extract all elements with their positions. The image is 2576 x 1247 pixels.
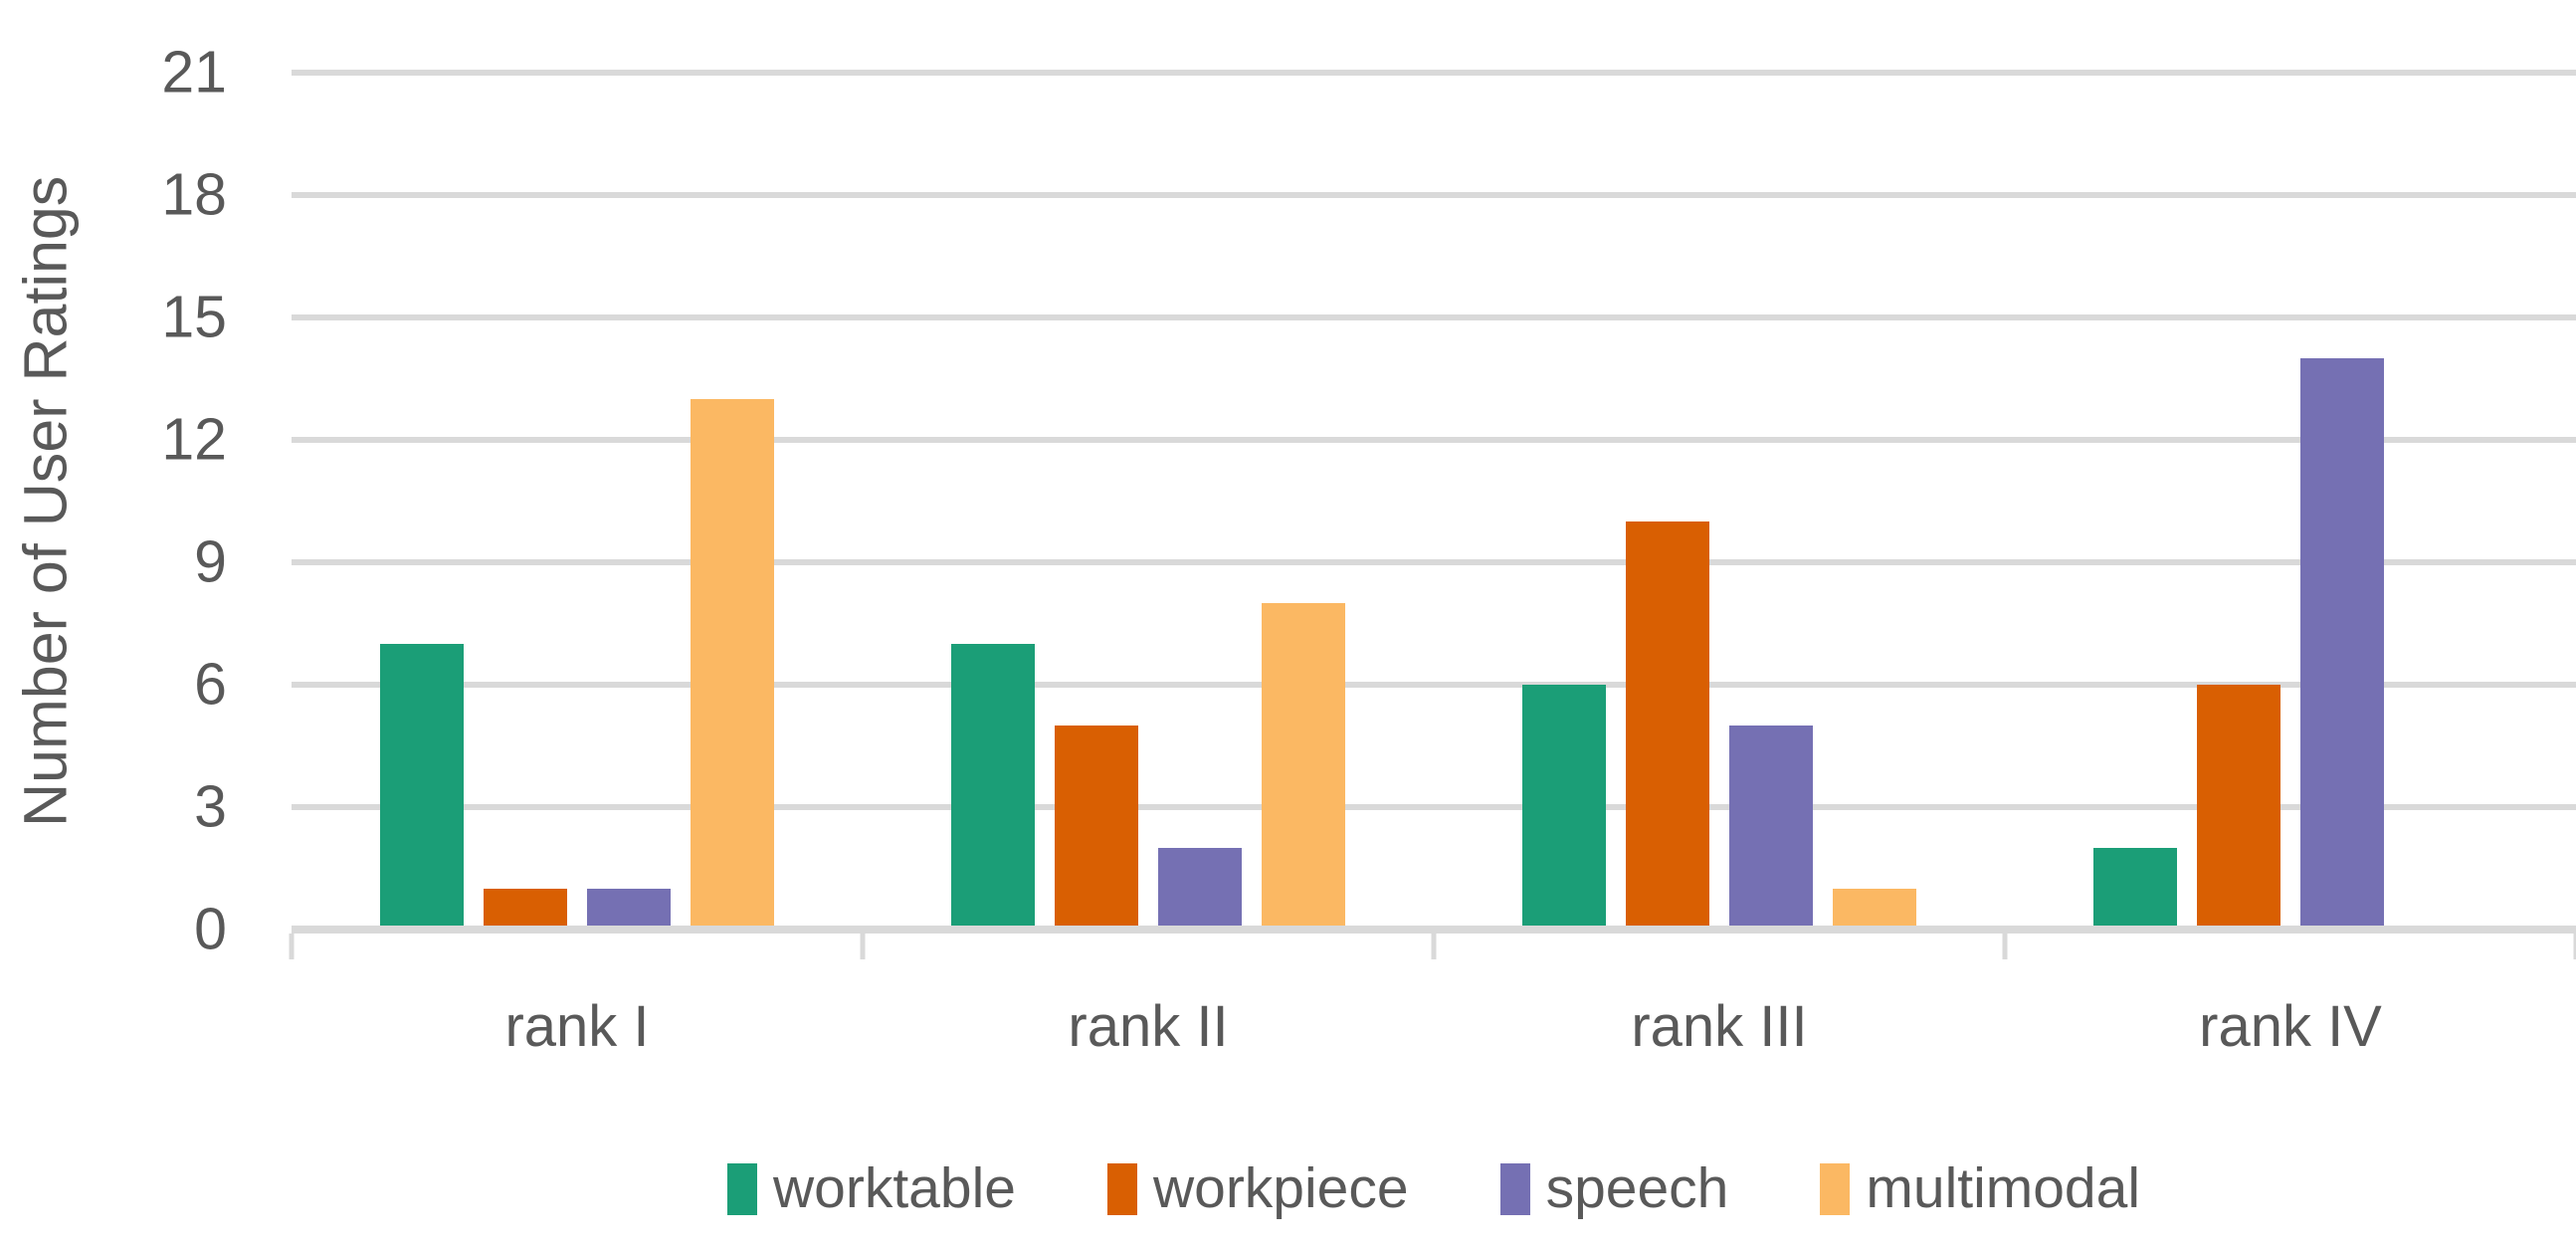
plot-area xyxy=(289,70,2576,959)
y-tick-label-6: 6 xyxy=(194,651,227,718)
category-group-rank-I xyxy=(292,73,863,930)
category-group-rank-III xyxy=(1434,73,2005,930)
bar-multimodal-rank-I xyxy=(691,399,775,930)
gridline-18 xyxy=(292,192,2576,198)
bar-workpiece-rank-II xyxy=(1054,726,1138,930)
legend-item-worktable: worktable xyxy=(727,1160,1016,1217)
legend-swatch-speech xyxy=(1499,1162,1530,1215)
bar-workpiece-rank-IV xyxy=(2196,685,2280,930)
gridline-3 xyxy=(292,804,2576,810)
bar-workpiece-rank-I xyxy=(483,889,567,930)
legend-label-speech: speech xyxy=(1545,1156,1729,1220)
x-axis-tick xyxy=(1431,934,1437,959)
legend-item-speech: speech xyxy=(1499,1156,1729,1220)
x-axis-tick xyxy=(860,934,866,959)
y-tick-label-3: 3 xyxy=(194,773,227,840)
x-axis-category-labels: rank I rank II rank III rank IV xyxy=(292,995,2576,1075)
gridline-9 xyxy=(292,559,2576,565)
gridline-21 xyxy=(292,70,2576,76)
legend-swatch-workpiece xyxy=(1106,1162,1137,1215)
legend-item-multimodal: multimodal xyxy=(1820,1160,2140,1217)
x-category-label-rank-III: rank III xyxy=(1631,994,1808,1059)
category-group-rank-IV xyxy=(2005,73,2576,930)
y-tick-label-21: 21 xyxy=(161,39,227,105)
x-axis-tick xyxy=(2002,934,2008,959)
bar-worktable-rank-I xyxy=(379,644,464,930)
x-category-label-rank-IV: rank IV xyxy=(2199,994,2382,1059)
y-tick-label-12: 12 xyxy=(161,406,227,473)
legend-swatch-worktable xyxy=(727,1162,757,1215)
legend-label-multimodal: multimodal xyxy=(1866,1156,2140,1220)
gridline-12 xyxy=(292,437,2576,443)
bar-worktable-rank-II xyxy=(950,644,1035,930)
bar-worktable-rank-IV xyxy=(2092,848,2177,930)
bar-speech-rank-IV xyxy=(2300,358,2385,930)
x-axis-line xyxy=(292,926,2576,934)
y-tick-label-0: 0 xyxy=(194,896,227,962)
bar-multimodal-rank-II xyxy=(1262,603,1346,930)
gridline-6 xyxy=(292,682,2576,688)
gridline-15 xyxy=(292,314,2576,320)
x-axis-tick xyxy=(289,934,295,959)
y-tick-label-15: 15 xyxy=(161,284,227,350)
bar-multimodal-rank-III xyxy=(1833,889,1917,930)
y-tick-label-9: 9 xyxy=(194,528,227,595)
x-category-label-rank-I: rank I xyxy=(504,994,650,1059)
bar-speech-rank-II xyxy=(1158,848,1243,930)
y-axis-tick-labels: 0 3 6 9 12 15 18 21 xyxy=(0,43,227,958)
bar-speech-rank-III xyxy=(1729,726,1814,930)
bar-workpiece-rank-III xyxy=(1625,521,1709,930)
bar-worktable-rank-III xyxy=(1521,685,1606,930)
legend-item-workpiece: workpiece xyxy=(1106,1156,1409,1220)
y-tick-label-18: 18 xyxy=(161,161,227,228)
bar-speech-rank-I xyxy=(587,889,672,930)
legend-swatch-multimodal xyxy=(1820,1162,1851,1215)
legend-label-worktable: worktable xyxy=(773,1156,1016,1220)
x-category-label-rank-II: rank II xyxy=(1068,994,1229,1059)
legend-label-workpiece: workpiece xyxy=(1152,1156,1409,1220)
legend: worktable workpiece speech multimodal xyxy=(292,1160,2576,1217)
category-group-rank-II xyxy=(863,73,1434,930)
x-axis-tick xyxy=(2573,934,2576,959)
